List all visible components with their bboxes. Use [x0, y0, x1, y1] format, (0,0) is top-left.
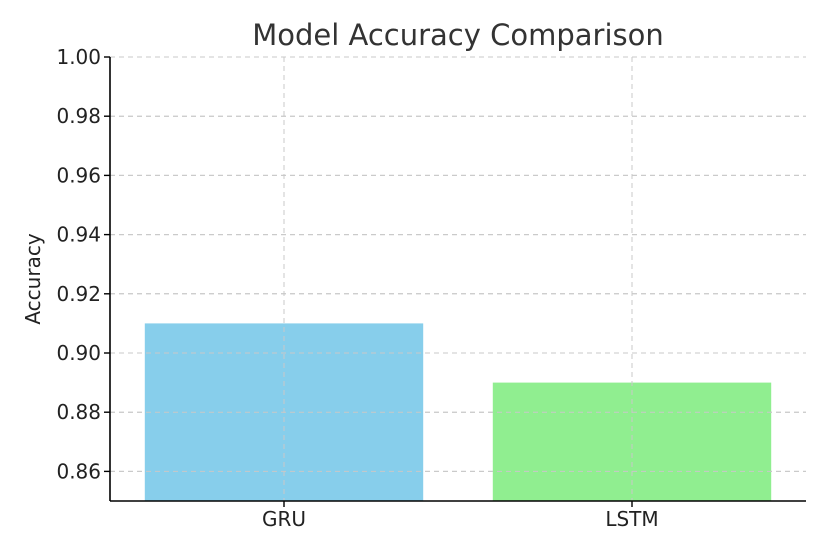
- chart-title: Model Accuracy Comparison: [252, 18, 664, 52]
- y-tick-label: 0.94: [56, 223, 101, 247]
- y-tick-label: 0.86: [56, 459, 101, 483]
- y-tick-label: 0.96: [56, 163, 101, 187]
- y-tick-label: 0.98: [56, 104, 101, 128]
- x-tick-label: GRU: [262, 507, 306, 531]
- x-axis-ticks: GRU LSTM: [262, 501, 659, 531]
- y-axis-ticks: 0.86 0.88 0.90 0.92 0.94 0.96 0.98 1.00: [56, 45, 110, 483]
- axes: [109, 57, 806, 502]
- y-tick-label: 0.88: [56, 400, 101, 424]
- y-tick-label: 0.90: [56, 341, 101, 365]
- y-axis-label: Accuracy: [21, 233, 45, 324]
- y-tick-label: 0.92: [56, 282, 101, 306]
- x-tick-label: LSTM: [605, 507, 658, 531]
- y-tick-label: 1.00: [56, 45, 101, 69]
- bars: [110, 56, 806, 501]
